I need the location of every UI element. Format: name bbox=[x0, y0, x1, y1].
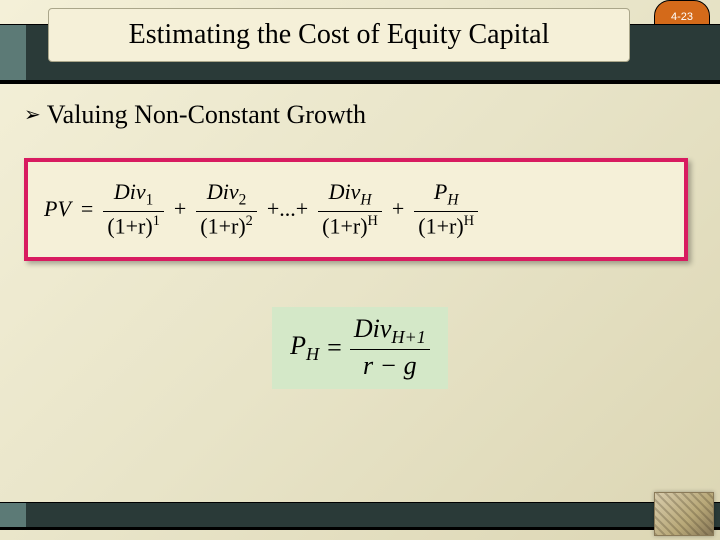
term1-num-sym: Div bbox=[114, 179, 146, 204]
pv-lhs: PV bbox=[44, 196, 71, 222]
termH-den-exp: H bbox=[368, 213, 378, 229]
bullet-item: ➢ Valuing Non-Constant Growth bbox=[24, 100, 696, 130]
chevron-right-icon: ➢ bbox=[24, 105, 41, 125]
ph-num-sub: H+1 bbox=[391, 327, 426, 347]
termPH-num-sub: H bbox=[447, 191, 458, 208]
equals-sign: = bbox=[81, 196, 93, 222]
termPH-den-exp: H bbox=[464, 213, 474, 229]
page-number-text: 4-23 bbox=[671, 11, 693, 23]
term2-den-base: (1+r) bbox=[200, 214, 245, 239]
pv-term-h: DivH (1+r)H bbox=[318, 180, 382, 239]
terminal-value-wrap: PH = DivH+1 r − g bbox=[24, 307, 696, 389]
term1-num-sub: 1 bbox=[146, 191, 154, 208]
header-accent bbox=[0, 25, 26, 80]
ph-frac: DivH+1 r − g bbox=[350, 315, 430, 381]
term1-den-exp: 1 bbox=[153, 213, 160, 229]
termH-num-sub: H bbox=[360, 191, 371, 208]
title-container: Estimating the Cost of Equity Capital bbox=[48, 8, 630, 62]
pv-term-2: Div2 (1+r)2 bbox=[196, 180, 257, 239]
term2-den-exp: 2 bbox=[246, 213, 253, 229]
ph-den: r − g bbox=[359, 352, 421, 381]
ph-sym: P bbox=[290, 331, 306, 360]
terminal-value-formula: PH = DivH+1 r − g bbox=[272, 307, 448, 389]
term2-num-sym: Div bbox=[207, 179, 239, 204]
ph-sub: H bbox=[306, 344, 319, 364]
ph-num-sym: Div bbox=[354, 314, 392, 343]
pv-formula-box: PV = Div1 (1+r)1 + Div2 (1+r)2 +...+ Div… bbox=[24, 158, 688, 261]
termPH-den-base: (1+r) bbox=[418, 214, 463, 239]
ph-eq: = bbox=[327, 333, 342, 363]
termH-den-base: (1+r) bbox=[322, 214, 367, 239]
pv-term-1: Div1 (1+r)1 bbox=[103, 180, 164, 239]
plus-1: + bbox=[174, 196, 186, 222]
footer-accent bbox=[0, 503, 26, 527]
corner-decoration bbox=[654, 492, 714, 536]
ellipsis: +...+ bbox=[267, 196, 308, 222]
slide-content: ➢ Valuing Non-Constant Growth PV = Div1 … bbox=[24, 100, 696, 389]
termH-num-sym: Div bbox=[329, 179, 361, 204]
term2-num-sub: 2 bbox=[239, 191, 247, 208]
term1-den-base: (1+r) bbox=[107, 214, 152, 239]
termPH-num-sym: P bbox=[434, 179, 447, 204]
pv-term-ph: PH (1+r)H bbox=[414, 180, 478, 239]
plus-3: + bbox=[392, 196, 404, 222]
slide-title: Estimating the Cost of Equity Capital bbox=[129, 19, 550, 51]
ph-lhs: PH bbox=[290, 331, 319, 365]
bullet-text: Valuing Non-Constant Growth bbox=[47, 100, 366, 130]
footer-band bbox=[0, 502, 720, 530]
